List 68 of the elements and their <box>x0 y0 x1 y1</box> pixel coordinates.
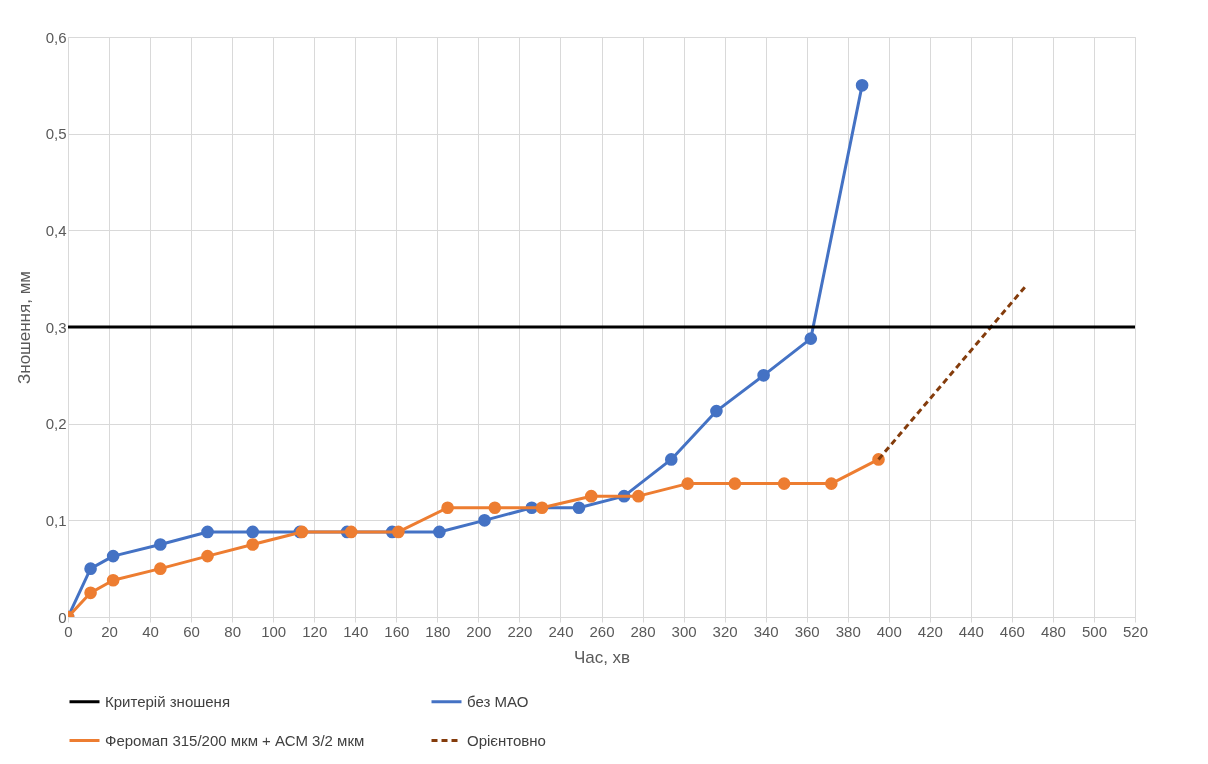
x-tick-label: 280 <box>630 622 656 640</box>
point <box>201 525 214 539</box>
point <box>392 525 405 539</box>
point <box>441 501 454 515</box>
point <box>681 477 695 490</box>
y-tick-label: 0 <box>58 608 67 626</box>
point <box>154 562 167 575</box>
point <box>106 549 120 563</box>
x-tick-label: 200 <box>466 622 492 640</box>
point <box>632 489 645 503</box>
x-tick-label: 340 <box>753 622 779 640</box>
x-tick-label: 220 <box>507 622 533 640</box>
x-tick-label: 80 <box>224 622 241 640</box>
y-tick-label: 0,2 <box>45 415 67 433</box>
x-tick-label: 60 <box>183 622 200 640</box>
point <box>488 501 502 515</box>
x-tick-label: 140 <box>343 622 369 640</box>
x-tick-label: 420 <box>917 622 943 640</box>
point <box>824 477 838 490</box>
point <box>584 489 598 503</box>
point <box>344 525 358 539</box>
point <box>664 453 678 466</box>
x-tick-label: 240 <box>548 622 574 640</box>
point <box>84 586 97 600</box>
point <box>804 332 818 345</box>
point <box>246 525 259 539</box>
x-tick-label: 320 <box>712 622 738 640</box>
point <box>535 501 549 515</box>
y-tick-label: 0,1 <box>45 511 67 529</box>
point <box>572 501 586 515</box>
y-tick-label: 0,6 <box>45 28 67 46</box>
x-tick-label: 160 <box>384 622 410 640</box>
legend-label: без МАО <box>467 692 529 710</box>
legend-label: Критерій зношеня <box>105 692 231 710</box>
y-tick-label: 0,4 <box>45 221 67 239</box>
point <box>855 79 869 92</box>
point <box>154 538 167 551</box>
x-tick-label: 300 <box>671 622 697 640</box>
point <box>478 514 491 527</box>
legend-label: Орієнтовно <box>467 731 546 749</box>
x-axis-title: Час, хв <box>573 647 631 667</box>
point <box>710 404 723 418</box>
point <box>777 477 791 490</box>
x-tick-label: 520 <box>1122 622 1149 640</box>
y-axis-title: Зношення, мм <box>14 270 34 385</box>
x-tick-label: 120 <box>302 622 328 640</box>
x-tick-label: 40 <box>142 622 159 640</box>
x-tick-label: 440 <box>958 622 984 640</box>
x-tick-label: 360 <box>794 622 820 640</box>
x-tick-label: 100 <box>261 622 287 640</box>
x-tick-label: 400 <box>876 622 902 640</box>
x-tick-label: 500 <box>1081 622 1107 640</box>
x-tick-label: 460 <box>999 622 1025 640</box>
point <box>84 562 97 575</box>
point <box>757 369 770 382</box>
point <box>433 525 446 539</box>
y-tick-label: 0,3 <box>45 318 67 336</box>
point <box>201 549 214 563</box>
point <box>246 538 259 551</box>
x-tick-label: 380 <box>835 622 861 640</box>
point <box>106 573 120 587</box>
point <box>728 477 742 490</box>
legend-label: Феромап 315/200 мкм + АСМ 3/2 мкм <box>105 731 365 749</box>
x-tick-label: 480 <box>1040 622 1066 640</box>
x-tick-label: 180 <box>425 622 451 640</box>
x-tick-label: 20 <box>101 622 118 640</box>
y-tick-label: 0,5 <box>45 125 67 143</box>
x-tick-label: 260 <box>589 622 615 640</box>
